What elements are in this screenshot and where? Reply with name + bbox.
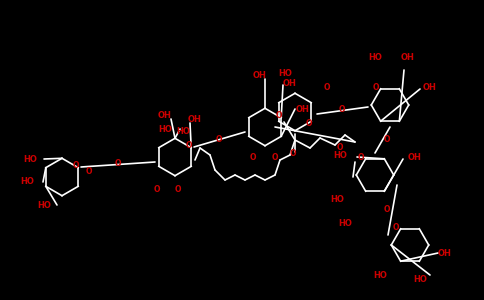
Text: O: O — [384, 136, 390, 145]
Text: HO: HO — [37, 200, 51, 209]
Text: O: O — [272, 152, 278, 161]
Text: HO: HO — [23, 154, 37, 164]
Text: O: O — [306, 119, 312, 128]
Text: O: O — [276, 110, 282, 119]
Text: O: O — [393, 223, 399, 232]
Text: OH: OH — [188, 115, 202, 124]
Text: HO: HO — [368, 53, 382, 62]
Text: O: O — [175, 184, 181, 194]
Text: HO: HO — [333, 151, 347, 160]
Text: OH: OH — [438, 248, 452, 257]
Text: O: O — [384, 206, 390, 214]
Text: O: O — [373, 82, 379, 91]
Text: OH: OH — [401, 53, 415, 62]
Text: O: O — [337, 143, 343, 152]
Text: HO: HO — [373, 271, 387, 280]
Text: HO: HO — [278, 70, 292, 79]
Text: HO: HO — [20, 178, 34, 187]
Text: HO: HO — [158, 124, 172, 134]
Text: OH: OH — [253, 70, 267, 80]
Text: O: O — [186, 140, 192, 149]
Text: OH: OH — [408, 152, 422, 161]
Text: OH: OH — [423, 82, 437, 91]
Text: O: O — [250, 152, 256, 161]
Text: O: O — [358, 152, 364, 161]
Text: O: O — [154, 184, 160, 194]
Text: O: O — [290, 149, 296, 158]
Text: OH: OH — [296, 104, 310, 113]
Text: O: O — [115, 160, 121, 169]
Text: O: O — [216, 134, 222, 143]
Text: O: O — [339, 106, 345, 115]
Text: O: O — [324, 82, 330, 91]
Text: O: O — [73, 160, 79, 169]
Text: HO: HO — [176, 128, 190, 136]
Text: O: O — [86, 167, 92, 176]
Text: OH: OH — [158, 110, 172, 119]
Text: HO: HO — [413, 275, 427, 284]
Text: OH: OH — [283, 79, 297, 88]
Text: HO: HO — [330, 196, 344, 205]
Text: HO: HO — [338, 218, 352, 227]
